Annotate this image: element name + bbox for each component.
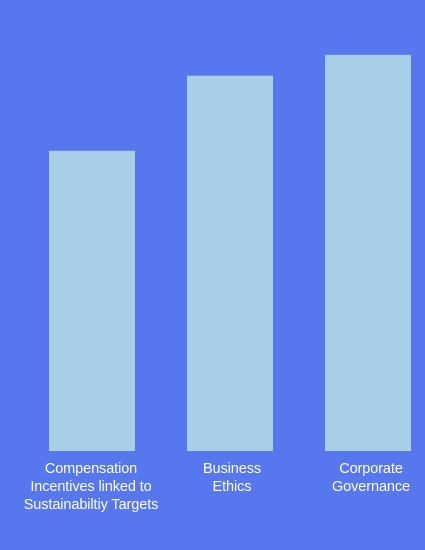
bar-compensation <box>49 150 135 451</box>
bar-corporate-governance <box>325 54 411 451</box>
bar-business-ethics <box>187 75 273 451</box>
category-label-compensation: Compensation Incentives linked to Sustai… <box>23 461 159 513</box>
category-label-business-ethics: Business Ethics <box>202 461 262 495</box>
category-label-corporate-governance: Corporate Governance <box>332 461 410 495</box>
